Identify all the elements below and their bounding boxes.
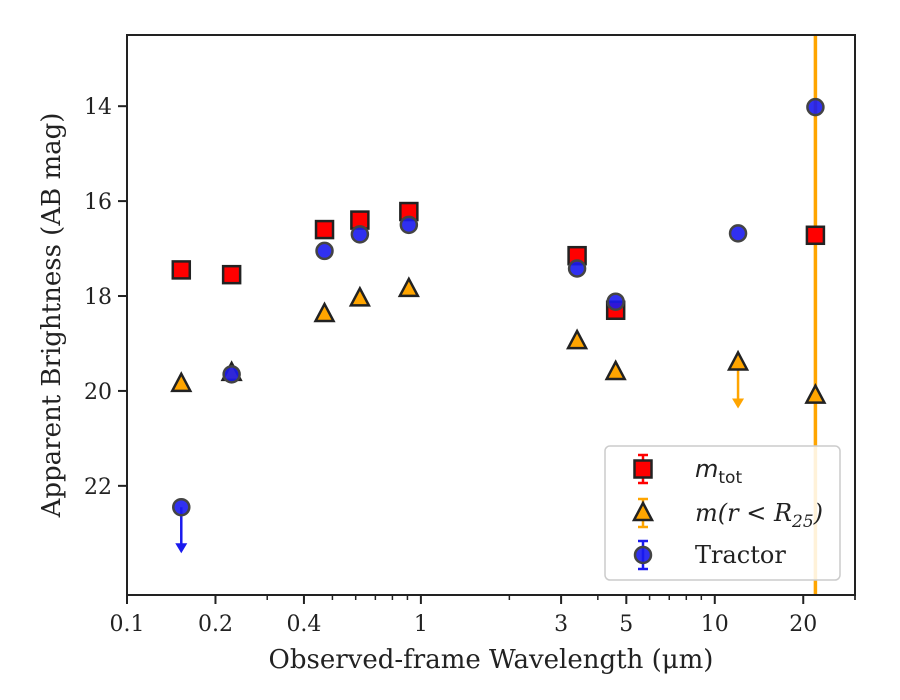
- legend-label-mr25: m(r < R25): [695, 499, 823, 532]
- tractor-point: [806, 97, 825, 117]
- mtot-point: [805, 225, 826, 246]
- legend-marker: [633, 459, 653, 479]
- upper-limit-arrowhead: [732, 398, 745, 409]
- x-tick-label: 0.2: [198, 612, 233, 637]
- x-tick-label: 10: [701, 612, 729, 637]
- plot-layer: [170, 35, 827, 595]
- legend-label-part: m: [695, 455, 718, 483]
- tick-layer: 0.1 0.2 0.4 1 3 5 10 20 14 16 18 20 22: [84, 95, 856, 637]
- mr25-point: [726, 349, 750, 371]
- mr25-point: [348, 285, 371, 307]
- y-tick-label: 16: [84, 190, 112, 215]
- tractor-point: [315, 241, 334, 261]
- tractor-point: [606, 292, 625, 311]
- x-axis-label: Observed-frame Wavelength (μm): [269, 645, 714, 675]
- x-tick-label: 1: [414, 612, 428, 637]
- tractor-point: [350, 225, 370, 244]
- x-tick-label: 5: [619, 612, 633, 637]
- mtot-point: [221, 264, 242, 285]
- mr25-point: [566, 328, 589, 350]
- legend-label-subscript: 25: [791, 512, 814, 532]
- mr25-point: [313, 301, 336, 323]
- y-axis-label: Apparent Brightness (AB mag): [37, 113, 67, 519]
- y-tick-label: 18: [84, 285, 112, 310]
- mr25-point: [804, 383, 827, 404]
- plot-frame: [126, 34, 856, 596]
- x-tick-label: 3: [554, 612, 568, 637]
- mtot-point: [171, 260, 192, 280]
- legend-label-subscript: tot: [718, 468, 742, 488]
- mr25-point: [397, 276, 420, 298]
- legend-marker: [631, 500, 655, 522]
- tractor-point: [222, 365, 241, 384]
- mtot-point: [314, 219, 335, 240]
- y-tick-label: 14: [84, 95, 112, 120]
- tractor-point: [172, 497, 191, 517]
- tractor-point: [728, 224, 748, 243]
- legend-marker: [633, 545, 653, 565]
- mr25-point: [170, 371, 193, 393]
- x-tick-label: 20: [789, 612, 817, 637]
- legend-label-part: ): [813, 499, 823, 527]
- legend-label-part: m(r < R: [695, 499, 792, 527]
- y-tick-label: 22: [84, 475, 112, 500]
- y-tick-label: 20: [84, 380, 112, 405]
- legend: mtot m(r < R25) Tractor: [604, 445, 841, 581]
- x-tick-label: 0.4: [286, 612, 321, 637]
- x-tick-label: 0.1: [110, 612, 145, 637]
- legend-box: [604, 445, 841, 581]
- legend-label-tractor: Tractor: [695, 541, 786, 569]
- tractor-point: [399, 215, 419, 235]
- tractor-point: [567, 259, 587, 278]
- upper-limit-arrowhead: [175, 543, 188, 554]
- mr25-point: [604, 359, 627, 381]
- legend-label-mtot: mtot: [695, 455, 742, 488]
